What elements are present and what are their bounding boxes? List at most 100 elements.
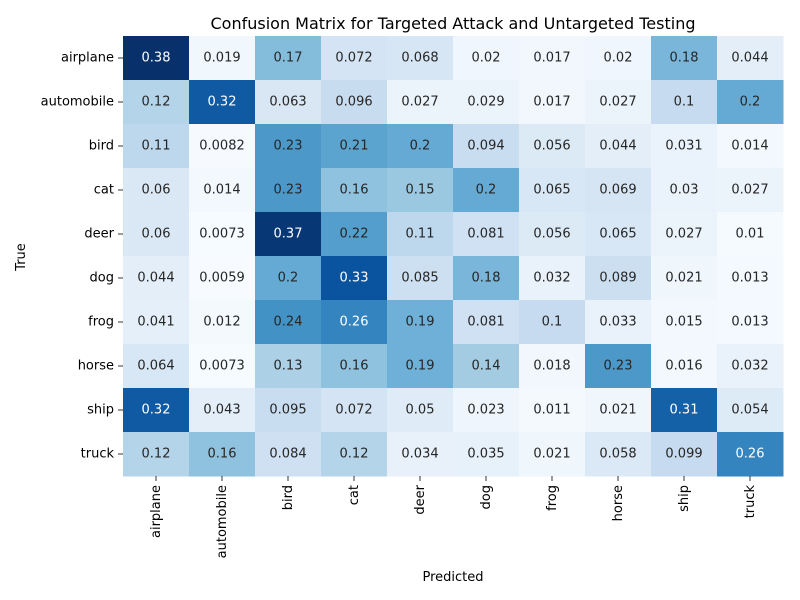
x-tick-label: bird <box>281 485 296 510</box>
y-tick-label: ship <box>87 403 114 418</box>
cell-value-label: 0.065 <box>599 227 636 242</box>
cell-value-label: 0.26 <box>736 447 765 462</box>
cell-value-label: 0.021 <box>533 447 570 462</box>
heatmap-cell <box>321 168 388 213</box>
x-axis-ticks: airplane automobile bird cat deer dog frog hors… <box>149 476 758 558</box>
cell-value-label: 0.15 <box>406 183 435 198</box>
cell-value-label: 0.012 <box>203 315 240 330</box>
cell-value-label: 0.12 <box>142 447 171 462</box>
cell-value-label: 0.013 <box>731 315 768 330</box>
heatmap-cell <box>321 300 388 345</box>
heatmap-cell <box>387 36 454 81</box>
cell-value-label: 0.072 <box>335 403 372 418</box>
cell-value-label: 0.14 <box>472 359 501 374</box>
cell-value-label: 0.23 <box>274 139 303 154</box>
heatmap-cell <box>387 212 454 257</box>
cell-value-label: 0.18 <box>670 51 699 66</box>
heatmap-cell <box>717 168 784 213</box>
heatmap-cell <box>585 212 652 257</box>
heatmap-cell <box>453 80 520 125</box>
heatmap-cell <box>255 212 322 257</box>
heatmap-cell <box>585 388 652 433</box>
heatmap-cell <box>387 432 454 477</box>
cell-value-label: 0.095 <box>269 403 306 418</box>
heatmap-cell <box>519 388 586 433</box>
heatmap-cell <box>717 80 784 125</box>
heatmap-cell <box>717 388 784 433</box>
heatmap-cell <box>255 124 322 169</box>
cell-value-label: 0.035 <box>467 447 504 462</box>
heatmap-cell <box>717 36 784 81</box>
heatmap-cell <box>123 124 190 169</box>
cell-value-label: 0.16 <box>208 447 237 462</box>
heatmap-cell <box>189 212 256 257</box>
heatmap-cell <box>453 432 520 477</box>
y-tick-label: cat <box>94 183 114 198</box>
heatmap-cell <box>387 80 454 125</box>
cell-value-label: 0.081 <box>467 315 504 330</box>
heatmap-cell <box>321 344 388 389</box>
cell-value-label: 0.33 <box>340 271 369 286</box>
heatmap-cell <box>189 36 256 81</box>
heatmap-cell <box>123 344 190 389</box>
heatmap-cell <box>255 36 322 81</box>
cell-value-label: 0.2 <box>740 95 761 110</box>
cell-value-label: 0.027 <box>731 183 768 198</box>
x-axis-label: Predicted <box>422 570 483 585</box>
heatmap-cell <box>453 168 520 213</box>
heatmap-cell <box>717 344 784 389</box>
x-tick-label: automobile <box>215 485 230 558</box>
cell-value-label: 0.18 <box>472 271 501 286</box>
heatmap-cell <box>519 432 586 477</box>
heatmap-cell <box>651 256 718 301</box>
heatmap-cell <box>651 36 718 81</box>
cell-value-label: 0.014 <box>731 139 768 154</box>
cell-value-label: 0.31 <box>670 403 699 418</box>
heatmap-cell <box>519 212 586 257</box>
heatmap-cell <box>453 300 520 345</box>
heatmap-cell <box>519 80 586 125</box>
heatmap-cell <box>585 124 652 169</box>
heatmap-cell <box>387 168 454 213</box>
heatmap-cell <box>519 256 586 301</box>
heatmap-cell <box>255 168 322 213</box>
heatmap-cell <box>585 432 652 477</box>
cell-value-label: 0.02 <box>604 51 633 66</box>
heatmap-cell <box>255 300 322 345</box>
cell-value-label: 0.019 <box>203 51 240 66</box>
cell-value-label: 0.054 <box>731 403 768 418</box>
chart-title: Confusion Matrix for Targeted Attack and… <box>211 14 696 33</box>
cell-value-label: 0.38 <box>142 51 171 66</box>
heatmap-cell <box>189 300 256 345</box>
heatmap-cell <box>453 212 520 257</box>
heatmap-cell <box>123 80 190 125</box>
cell-value-label: 0.13 <box>274 359 303 374</box>
heatmap-cell <box>651 80 718 125</box>
cell-value-label: 0.12 <box>340 447 369 462</box>
cell-value-label: 0.02 <box>472 51 501 66</box>
cell-value-label: 0.017 <box>533 51 570 66</box>
heatmap-cell <box>123 212 190 257</box>
cell-value-label: 0.21 <box>340 139 369 154</box>
heatmap-cell <box>321 256 388 301</box>
heatmap-cell <box>519 300 586 345</box>
cell-value-label: 0.056 <box>533 227 570 242</box>
cell-value-label: 0.032 <box>533 271 570 286</box>
cell-value-label: 0.013 <box>731 271 768 286</box>
heatmap-cell <box>321 212 388 257</box>
heatmap-cell <box>255 344 322 389</box>
cell-value-label: 0.041 <box>137 315 174 330</box>
cell-value-label: 0.011 <box>533 403 570 418</box>
cell-value-label: 0.01 <box>736 227 765 242</box>
cell-value-label: 0.015 <box>665 315 702 330</box>
x-tick-label: airplane <box>149 485 164 538</box>
heatmap-cell <box>717 124 784 169</box>
heatmap-cell <box>651 168 718 213</box>
cell-value-label: 0.089 <box>599 271 636 286</box>
cell-value-label: 0.023 <box>467 403 504 418</box>
heatmap-cell <box>585 80 652 125</box>
cell-value-label: 0.044 <box>599 139 636 154</box>
heatmap-cell <box>123 256 190 301</box>
